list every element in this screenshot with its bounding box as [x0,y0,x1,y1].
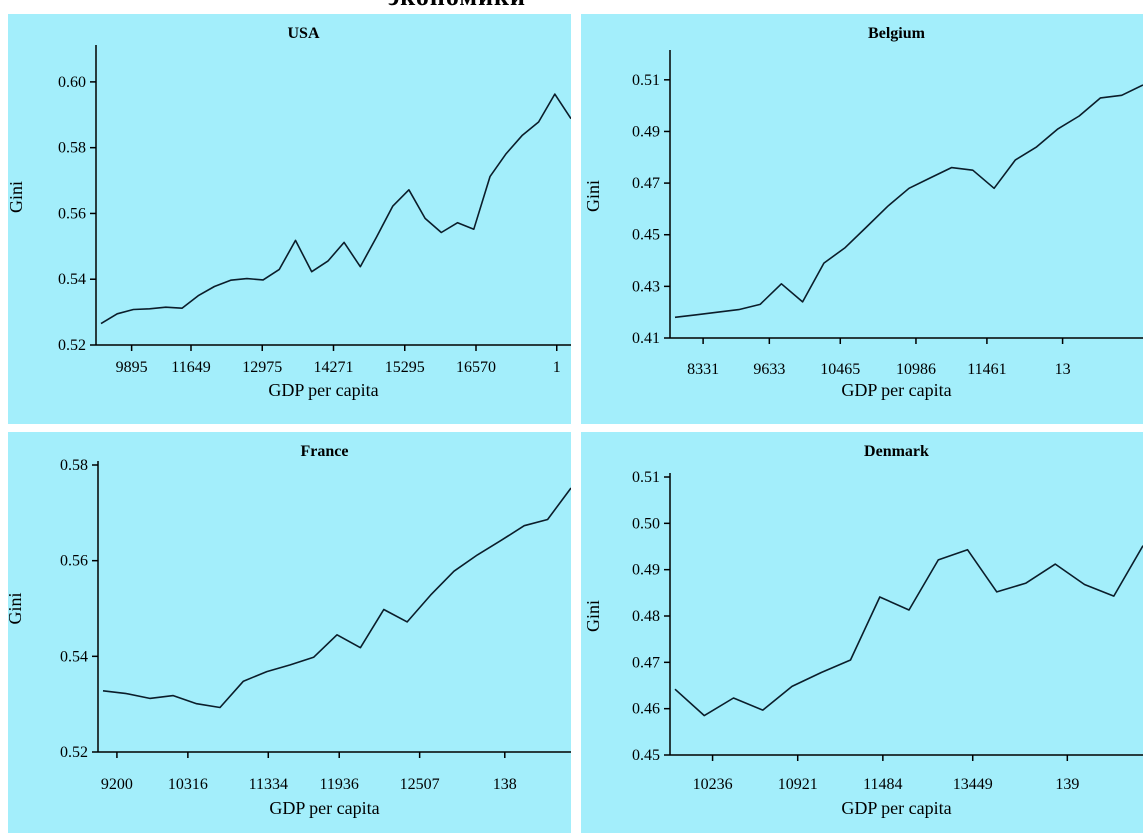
series-line [674,84,1143,319]
panel-background [581,432,1143,833]
y-tick-label: 0.58 [58,140,86,157]
y-tick-label: 0.43 [632,278,660,295]
chart-svg-usa: USA 0.52 0.54 0.56 0.58 0.60 9895 11649 12975 142… [8,14,571,424]
y-axis-label: Gini [8,592,25,624]
x-tick-label: 15295 [385,359,425,376]
x-tick-label: 11461 [967,361,1006,378]
x-tick-label: 11649 [171,359,210,376]
chart-svg-denmark: Denmark 0.45 0.46 0.47 0.48 0.49 0.50 0.51 10236… [581,432,1143,833]
x-tick-label: 10316 [168,776,208,793]
chart-title: Denmark [864,443,929,460]
x-tick-label: 13 [1055,361,1071,378]
x-tick-label: 10986 [896,361,936,378]
chart-panel-france: France 0.52 0.54 0.56 0.58 9200 10316 11334 1193… [8,432,571,833]
y-tick-label: 0.41 [632,330,660,347]
y-tick-label: 0.49 [632,123,660,140]
x-axis-label: GDP per capita [841,798,951,818]
chart-title: France [301,443,349,460]
panel-background [581,14,1143,424]
x-tick-label: 138 [493,776,517,793]
x-tick-label: 1 [553,359,561,376]
x-tick-label: 16570 [456,359,496,376]
y-tick-label: 0.45 [632,747,660,764]
x-tick-label: 10465 [820,361,860,378]
page-heading: экономики [388,0,526,12]
y-tick-label: 0.47 [632,175,660,192]
y-tick-label: 0.51 [632,72,660,89]
chart-title: Belgium [868,25,926,42]
y-axis-label: Gini [583,600,603,632]
x-tick-label: 11334 [249,776,288,793]
chart-panel-denmark: Denmark 0.45 0.46 0.47 0.48 0.49 0.50 0.51 10236… [581,432,1143,833]
series-line [674,545,1143,717]
series-line [102,487,571,709]
chart-svg-france: France 0.52 0.54 0.56 0.58 9200 10316 11334 1193… [8,432,571,833]
x-tick-label: 12975 [242,359,282,376]
x-tick-label: 10236 [693,776,733,793]
y-tick-label: 0.48 [632,608,660,625]
y-tick-label: 0.54 [60,648,88,665]
chart-panel-belgium: Belgium 0.41 0.43 0.45 0.47 0.49 0.51 8331 9633 1… [581,14,1143,424]
chart-panel-usa: USA 0.52 0.54 0.56 0.58 0.60 9895 11649 12975 142… [8,14,571,424]
x-tick-label: 10921 [778,776,818,793]
panel-background [8,432,571,833]
y-tick-label: 0.47 [632,654,660,671]
y-tick-label: 0.52 [60,744,88,761]
chart-title: USA [287,25,319,42]
x-tick-label: 11936 [320,776,359,793]
x-tick-label: 9633 [753,361,785,378]
x-axis-label: GDP per capita [269,798,379,818]
y-tick-label: 0.54 [58,271,86,288]
x-tick-label: 9200 [101,776,133,793]
x-tick-label: 139 [1055,776,1079,793]
y-tick-label: 0.58 [60,457,88,474]
y-tick-label: 0.51 [632,469,660,486]
y-tick-label: 0.45 [632,227,660,244]
chart-svg-belgium: Belgium 0.41 0.43 0.45 0.47 0.49 0.51 8331 9633 1… [581,14,1143,424]
series-line [100,93,571,325]
y-tick-label: 0.60 [58,74,86,91]
x-tick-label: 12507 [400,776,440,793]
x-axis-label: GDP per capita [268,380,378,400]
y-tick-label: 0.50 [632,515,660,532]
y-axis-label: Gini [8,181,26,213]
y-tick-label: 0.56 [60,553,88,570]
x-axis-label: GDP per capita [841,380,951,400]
y-tick-label: 0.46 [632,701,660,718]
x-tick-label: 9895 [116,359,148,376]
x-tick-label: 13449 [953,776,993,793]
x-tick-label: 11484 [863,776,902,793]
y-tick-label: 0.56 [58,205,86,222]
x-tick-label: 14271 [314,359,354,376]
y-tick-label: 0.52 [58,337,86,354]
x-tick-label: 8331 [687,361,719,378]
y-axis-label: Gini [583,180,603,212]
y-tick-label: 0.49 [632,562,660,579]
